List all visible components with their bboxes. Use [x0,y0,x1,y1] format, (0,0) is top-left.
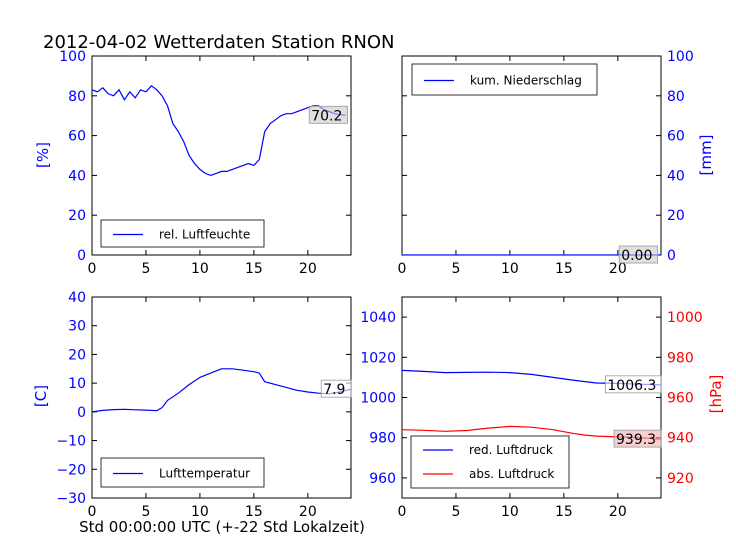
legend: red. Luftdruck abs. Luftdruck [410,435,570,489]
x-tick-label: 0 [398,261,407,277]
x-tick-label: 20 [609,261,627,277]
y-tick-label: −10 [56,434,86,450]
y-tick-label-right: 960 [667,391,694,407]
y-tick-label-right: 0 [667,248,676,264]
series-line [402,425,661,440]
panel-bottom-right: 0 5 10 15 20 960 980 1000 1020 1040 920 940 960 980 10… [360,296,725,520]
y-tick-label: 20 [68,347,86,363]
y-tick-label-right: 1000 [667,310,703,326]
legend-label: kum. Niederschlag [470,74,582,88]
legend-frame [100,457,265,488]
y-tick-label-right: 20 [667,208,685,224]
x-tick-label: 15 [245,504,263,520]
x-tick-label: 5 [141,504,150,520]
y-tick-label: 20 [68,208,86,224]
x-tick-label: 20 [609,504,627,520]
annotation-label: 0.00 [621,248,652,264]
y-tick-label: 40 [68,168,86,184]
x-tick-label: 10 [191,504,209,520]
y-axis-label: [hPa] [707,375,725,414]
x-tick-label: 15 [245,261,263,277]
y-tick-label: 1000 [360,391,396,407]
x-tick-label: 0 [88,504,97,520]
annotation-box [320,379,352,398]
x-tick-label: 15 [555,504,573,520]
x-tick-label: 10 [501,504,519,520]
y-tick-label: 1040 [360,310,396,326]
annotation-box [605,375,662,394]
panel-bottom-left: 0 5 10 15 20 −30 −20 −10 0 10 20 30 40 [C] 7.9 Lufttemp… [32,290,352,520]
legend-frame [410,435,570,489]
figure-title: 2012-04-02 Wetterdaten Station RNON [43,32,394,53]
y-tick-label: 100 [59,49,86,65]
y-tick-label-right: 920 [667,471,694,487]
x-tick-label: 0 [88,261,97,277]
y-tick-label: 0 [77,405,86,421]
panel-top-left: 0 5 10 15 20 0 20 40 60 80 100 [%] 70.2 rel. Luftfeuc… [34,49,352,277]
legend-label: Lufttemperatur [159,467,250,481]
annotation-box [308,105,349,124]
x-tick-label: 5 [451,261,460,277]
x-tick-label: 0 [398,504,407,520]
x-tick-label: 10 [191,261,209,277]
annotation-label: 7.9 [323,382,345,398]
legend: rel. Luftfeuchte [100,219,265,248]
y-tick-label-right: 980 [667,350,694,366]
panel-top-right: 0 5 10 15 20 0 20 40 60 80 100 [mm] 0.00 kum. Nieders… [398,49,715,277]
legend: kum. Niederschlag [411,63,598,96]
y-tick-label: 980 [369,431,396,447]
y-tick-label-right: 40 [667,168,685,184]
y-tick-label-right: 60 [667,129,685,145]
y-tick-label: 960 [369,471,396,487]
x-tick-label: 5 [451,504,460,520]
legend-frame [411,63,598,96]
y-tick-label: 10 [68,376,86,392]
y-axis-label: [%] [34,142,52,168]
x-axis-label: Std 00:00:00 UTC (+-22 Std Lokalzeit) [79,518,365,536]
y-tick-label: 30 [68,319,86,335]
legend-frame [100,219,265,248]
y-tick-label-right: 940 [667,431,694,447]
legend-label: rel. Luftfeuchte [159,228,250,242]
x-tick-label: 20 [299,504,317,520]
legend: Lufttemperatur [100,457,265,488]
legend-label: red. Luftdruck [469,443,553,457]
y-axis-label: [mm] [697,135,715,176]
y-tick-label-right: 100 [667,49,694,65]
y-tick-label: 80 [68,89,86,105]
plot-frame [91,55,352,256]
x-tick-label: 10 [501,261,519,277]
legend-label: abs. Luftdruck [469,467,554,481]
series-line [92,368,351,413]
x-tick-label: 20 [299,261,317,277]
annotation-label: 939.3 [616,432,656,448]
y-tick-label-right: 80 [667,89,685,105]
y-tick-label: 1020 [360,350,396,366]
y-tick-label: −20 [56,462,86,478]
x-tick-label: 15 [555,261,573,277]
series-line [92,84,346,177]
y-tick-label: 40 [68,290,86,306]
y-tick-label: 60 [68,129,86,145]
annotation-label: 1006.3 [607,378,656,394]
annotation-label: 70.2 [311,108,342,124]
annotation-box [613,429,662,448]
x-tick-label: 5 [141,261,150,277]
annotation-box [618,245,659,264]
y-tick-label: −30 [56,491,86,507]
y-tick-label: 0 [77,248,86,264]
y-axis-label: [C] [32,385,50,407]
